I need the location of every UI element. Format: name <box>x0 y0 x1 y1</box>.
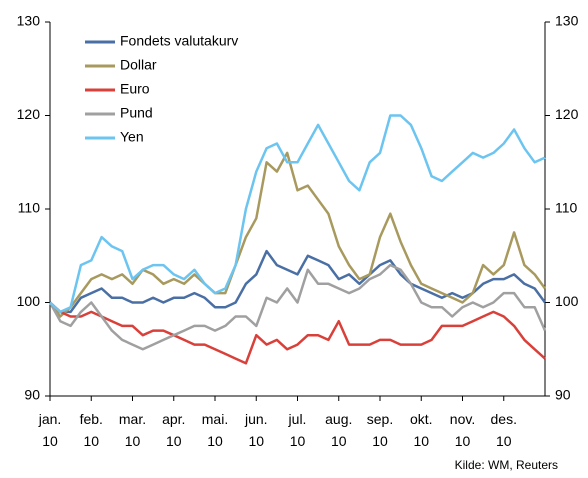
y-tick-label: 90 <box>24 387 40 403</box>
legend-label: Yen <box>120 129 144 145</box>
y2-tick-label: 130 <box>555 13 579 29</box>
y-tick-label: 100 <box>17 293 41 309</box>
series-line <box>49 249 547 314</box>
legend-label: Pund <box>120 105 153 121</box>
y2-tick-label: 110 <box>555 200 578 216</box>
series-line <box>49 114 546 314</box>
x-tick-label: aug. 10 <box>325 411 353 449</box>
y-tick-label: 130 <box>17 13 41 29</box>
series-line <box>49 301 546 365</box>
x-tick-label: nov. 10 <box>449 411 476 449</box>
x-tick-label: apr. 10 <box>162 411 186 449</box>
x-tick-label: feb. 10 <box>79 411 103 449</box>
x-tick-label: jan. 10 <box>38 411 62 449</box>
x-tick-label: jun. 10 <box>244 411 268 449</box>
legend-label: Dollar <box>120 57 157 73</box>
legend-label: Fondets valutakurv <box>120 33 238 49</box>
x-tick-label: mai. 10 <box>201 411 229 449</box>
x-tick-label: des. 10 <box>490 411 517 449</box>
y2-tick-label: 100 <box>555 293 579 309</box>
source-note: Kilde: WM, Reuters <box>454 458 558 472</box>
legend-label: Euro <box>120 81 150 97</box>
y2-tick-label: 120 <box>555 106 579 122</box>
y-tick-label: 120 <box>17 106 41 122</box>
series-line <box>48 263 547 351</box>
y2-tick-label: 90 <box>555 387 571 403</box>
series-line <box>48 151 547 318</box>
x-tick-label: jul. 10 <box>288 411 307 449</box>
x-tick-label: sep. 10 <box>366 411 394 449</box>
x-tick-label: mar. 10 <box>118 411 147 449</box>
y-tick-label: 110 <box>18 200 41 216</box>
x-tick-label: okt. 10 <box>409 411 433 449</box>
